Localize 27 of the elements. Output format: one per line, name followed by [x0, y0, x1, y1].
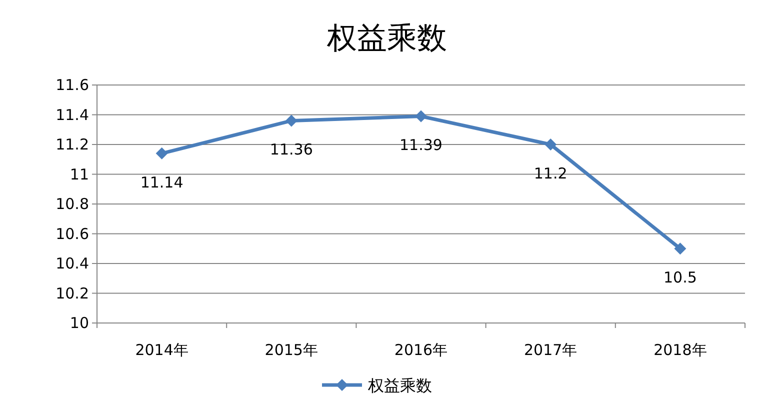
point	[285, 114, 298, 127]
point	[544, 138, 557, 150]
point	[415, 110, 427, 122]
xtick: 2018年	[654, 341, 707, 359]
ytick: 10	[70, 314, 89, 332]
ytick: 11	[70, 165, 89, 184]
ytick: 11.2	[56, 136, 89, 154]
data-label: 11.14	[140, 173, 184, 192]
ytick: 10.2	[56, 284, 89, 302]
data-label: 11.36	[270, 140, 313, 159]
ytick: 10.4	[56, 254, 89, 272]
ytick: 10.8	[56, 195, 89, 213]
legend: 权益乘数	[322, 376, 432, 395]
data-label: 11.39	[400, 136, 442, 154]
xtick: 2016年	[394, 341, 448, 359]
ytick: 10.6	[56, 224, 89, 243]
point	[156, 147, 168, 160]
title: 权益乘数	[327, 21, 447, 56]
xtick: 2017年	[524, 341, 578, 359]
point	[674, 242, 686, 255]
xtick: 2015年	[264, 341, 318, 359]
data-label: 10.5	[664, 268, 697, 287]
data-label: 11.2	[534, 164, 568, 182]
ytick: 11.6	[56, 76, 89, 94]
legend-label: 权益乘数	[367, 376, 432, 395]
xtick: 2014年	[135, 341, 188, 359]
ytick: 11.4	[56, 106, 89, 124]
